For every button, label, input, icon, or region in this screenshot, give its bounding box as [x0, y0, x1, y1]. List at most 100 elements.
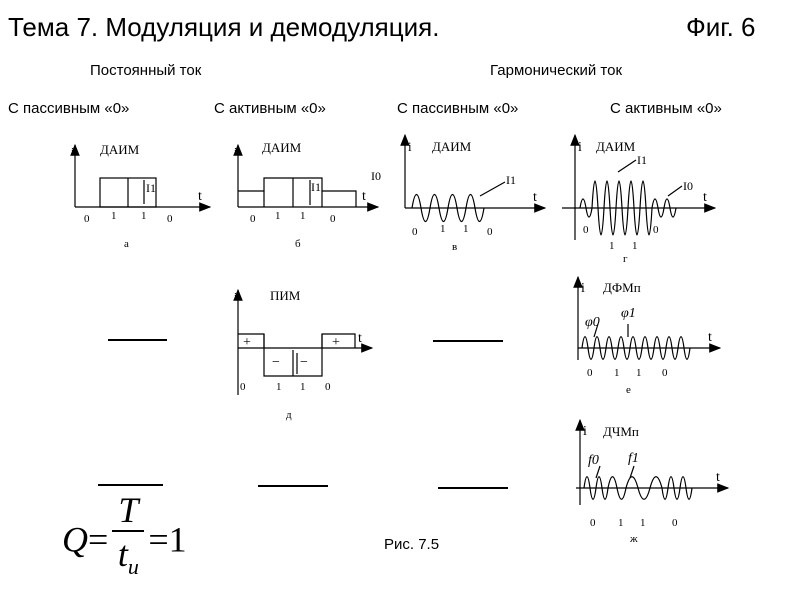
- formula-denominator: tи: [112, 532, 144, 589]
- axis-y-label-b: i: [234, 146, 237, 158]
- sign-d-2: −: [300, 355, 308, 370]
- current0-label-g: I0: [683, 179, 693, 193]
- bit-zh-2: 1: [640, 517, 646, 529]
- axis-y-label-a: i: [71, 146, 74, 158]
- bit-zh-1: 1: [618, 517, 624, 529]
- current-label-a: I1: [146, 181, 156, 195]
- formula-denominator-sub: и: [127, 554, 139, 580]
- current1-label-g: I1: [637, 153, 647, 167]
- bit-g-3: 0: [653, 224, 659, 236]
- panel-title-b: ДАИМ: [262, 140, 302, 155]
- carrier-g: [579, 180, 677, 236]
- bit-v-0: 0: [412, 226, 418, 238]
- bit-b-3: 0: [330, 213, 336, 225]
- column-heading-1: С пассивным «0»: [8, 100, 130, 117]
- bit-d-2: 1: [300, 381, 306, 393]
- panel-b: [233, 143, 380, 212]
- carrier-e: [581, 336, 691, 360]
- bit-v-1: 1: [440, 223, 446, 235]
- formula-eq2: =: [148, 519, 169, 560]
- panel-letter-b: б: [295, 238, 301, 250]
- formula-rhs: 1: [168, 519, 187, 560]
- panel-title-e: ДФМп: [603, 280, 641, 295]
- current-label-v: I1: [506, 173, 516, 187]
- bit-b-1: 1: [275, 210, 281, 222]
- bit-d-3: 0: [325, 381, 331, 393]
- panel-letter-g: г: [623, 253, 628, 265]
- axis-x-label-b: t: [362, 189, 366, 204]
- axis-x-label-e: t: [708, 330, 712, 345]
- bit-e-1: 1: [614, 367, 620, 379]
- panel-title-zh: ДЧМп: [603, 424, 639, 439]
- axis-y-label-e: i: [581, 281, 585, 296]
- bit-zh-0: 0: [590, 517, 596, 529]
- phase0-label-e: φ0: [585, 315, 600, 330]
- phase1-label-e: φ1: [621, 306, 636, 321]
- axis-y-label-g: i: [578, 140, 582, 155]
- page-title: Тема 7. Модуляция и демодуляция.: [8, 12, 440, 42]
- panel-title-d: ПИМ: [270, 288, 301, 303]
- panel-letter-d: д: [286, 409, 292, 421]
- bit-a-1: 1: [111, 210, 117, 222]
- axis-x-label-g: t: [703, 190, 707, 205]
- formula-lhs: Q: [62, 519, 88, 560]
- column-heading-4: С активным «0»: [610, 100, 722, 117]
- bit-g-2: 1: [632, 240, 638, 252]
- column-heading-3: С пассивным «0»: [397, 100, 519, 117]
- formula-eq1: =: [88, 519, 109, 560]
- figure-label: Фиг. 6: [686, 12, 756, 42]
- sign-d-0: +: [243, 335, 251, 350]
- current1-label-b: I1: [311, 180, 321, 194]
- panel-letter-e: е: [626, 384, 631, 396]
- freq0-label-zh: f0: [588, 453, 599, 468]
- group-heading-dc: Постоянный ток: [90, 62, 202, 79]
- panel-v: [400, 133, 547, 223]
- panel-e: [573, 275, 722, 360]
- bit-g-1: 1: [609, 240, 615, 252]
- bit-g-0: 0: [583, 224, 589, 236]
- panel-letter-a: а: [124, 238, 129, 250]
- panel-title-a: ДАИМ: [100, 142, 140, 157]
- formula-denominator-base: t: [117, 534, 128, 574]
- panel-d: [233, 288, 374, 395]
- axis-x-label-d: t: [358, 331, 362, 346]
- panel-letter-zh: ж: [629, 533, 638, 545]
- bit-e-0: 0: [587, 367, 593, 379]
- bit-a-2: 1: [141, 210, 147, 222]
- sign-d-3: +: [332, 335, 340, 350]
- bit-v-3: 0: [487, 226, 493, 238]
- freq1-label-zh: f1: [628, 451, 639, 466]
- panel-a: [70, 143, 212, 212]
- carrier-zh: [583, 476, 693, 500]
- group-heading-ac: Гармонический ток: [490, 62, 623, 79]
- burst-v: [411, 193, 485, 223]
- bit-d-1: 1: [276, 381, 282, 393]
- panel-title-v: ДАИМ: [432, 139, 472, 154]
- axis-y-label-d: i: [234, 291, 237, 303]
- bit-e-2: 1: [636, 367, 642, 379]
- bit-d-0: 0: [240, 381, 246, 393]
- bit-zh-3: 0: [672, 517, 678, 529]
- placeholder-dashes: [98, 339, 508, 489]
- bit-b-2: 1: [300, 210, 306, 222]
- panel-zh: [575, 418, 730, 505]
- bit-a-3: 0: [167, 213, 173, 225]
- axis-x-label-v: t: [533, 190, 537, 205]
- bit-v-2: 1: [463, 223, 469, 235]
- bit-a-0: 0: [84, 213, 90, 225]
- current0-label-b: I0: [371, 169, 381, 183]
- panel-title-g: ДАИМ: [596, 139, 636, 154]
- panel-g: [562, 133, 717, 240]
- sign-d-1: −: [272, 355, 280, 370]
- axis-x-label-zh: t: [716, 470, 720, 485]
- column-heading-2: С активным «0»: [214, 100, 326, 117]
- panel-letter-v: в: [452, 241, 457, 253]
- figure-caption: Рис. 7.5: [384, 536, 440, 553]
- formula-numerator: T: [112, 490, 145, 532]
- bit-b-0: 0: [250, 213, 256, 225]
- axis-x-label-a: t: [198, 189, 202, 204]
- axis-y-label-zh: i: [583, 424, 587, 439]
